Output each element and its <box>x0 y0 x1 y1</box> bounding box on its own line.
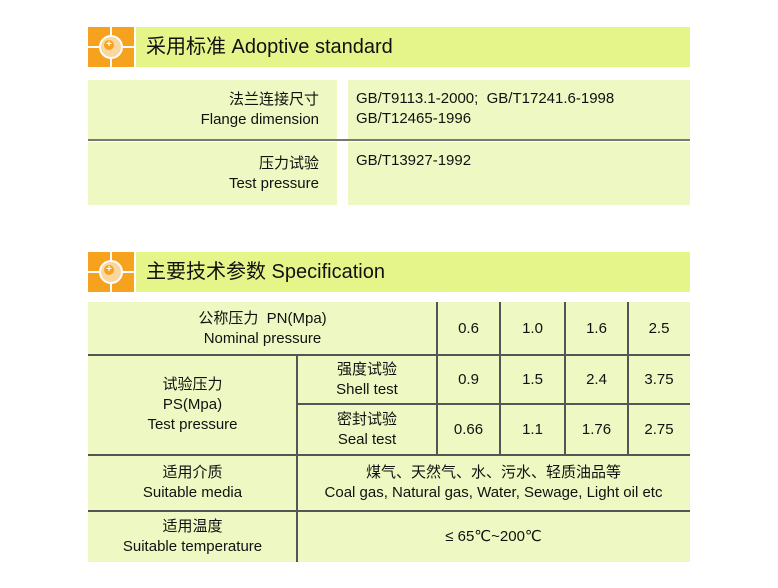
divider <box>499 302 501 455</box>
divider <box>436 302 438 455</box>
section-title: 主要技术参数 Specification <box>136 252 690 292</box>
value-cn: 煤气、天然气、水、污水、轻质油品等 <box>365 464 621 481</box>
label-unit: PS(Mpa) <box>162 396 223 413</box>
label-en: Flange dimension <box>200 111 319 128</box>
section-header-adoptive-standard: + 采用标准 Adoptive standard <box>88 27 690 67</box>
value-cell: 0.9 <box>437 355 500 404</box>
flange-label: 法兰连接尺寸 Flange dimension <box>88 80 337 140</box>
value-cell: 0.6 <box>437 302 500 355</box>
value-cell: 1.0 <box>500 302 565 355</box>
label-cn: 试验压力 <box>162 376 223 393</box>
divider <box>88 454 690 456</box>
section-title: 采用标准 Adoptive standard <box>136 27 690 67</box>
value-cell: 1.5 <box>500 355 565 404</box>
test-pressure-label: 压力试验 Test pressure <box>88 142 337 205</box>
value-cell: 3.75 <box>628 355 690 404</box>
label-cn: 强度试验 <box>336 360 397 378</box>
value-cell: 1.76 <box>565 404 628 455</box>
nominal-pressure-label: 公称压力 PN(Mpa) Nominal pressure <box>88 302 437 355</box>
standard-value: GB/T12465-1996 <box>356 110 472 127</box>
label-en: Suitable temperature <box>122 537 263 555</box>
section-header-specification: + 主要技术参数 Specification <box>88 252 690 292</box>
divider <box>564 302 566 455</box>
value-cell: 2.5 <box>628 302 690 355</box>
label-cn: 公称压力 PN(Mpa) <box>198 309 327 327</box>
label-cn: 密封试验 <box>336 410 397 428</box>
label-cn: 压力试验 <box>258 154 319 172</box>
test-pressure-value: GB/T13927-1992 <box>348 142 690 205</box>
value-en: Coal gas, Natural gas, Water, Sewage, Li… <box>324 484 663 501</box>
divider <box>296 355 298 562</box>
temperature-value: ≤ 65℃~200℃ <box>297 511 690 562</box>
divider <box>627 302 629 455</box>
crosshair-badge-icon: + <box>88 252 134 292</box>
media-value: 煤气、天然气、水、污水、轻质油品等 Coal gas, Natural gas,… <box>297 455 690 511</box>
test-pressure-label: 试验压力 PS(Mpa) Test pressure <box>88 355 297 455</box>
label-en: Suitable media <box>142 484 243 501</box>
value: ≤ 65℃~200℃ <box>445 527 542 545</box>
label-cn: 法兰连接尺寸 <box>228 91 319 108</box>
temperature-label: 适用温度 Suitable temperature <box>88 511 297 562</box>
value-cell: 0.66 <box>437 404 500 455</box>
standard-value: GB/T13927-1992 <box>356 152 472 169</box>
label-cn: 适用介质 <box>162 464 223 481</box>
divider <box>88 139 690 141</box>
seal-test-label: 密封试验 Seal test <box>297 404 437 455</box>
label-en: Seal test <box>337 430 397 448</box>
value-cell: 2.75 <box>628 404 690 455</box>
value-cell: 1.1 <box>500 404 565 455</box>
divider <box>297 403 690 405</box>
label-en: Nominal pressure <box>203 329 322 347</box>
flange-value: GB/T9113.1-2000; GB/T17241.6-1998 GB/T12… <box>348 80 690 140</box>
label-en: Test pressure <box>147 416 238 433</box>
standard-value: GB/T9113.1-2000; GB/T17241.6-1998 <box>356 90 615 107</box>
shell-test-label: 强度试验 Shell test <box>297 355 437 404</box>
label-en: Shell test <box>336 380 398 398</box>
crosshair-badge-icon: + <box>88 27 134 67</box>
divider <box>88 510 690 512</box>
divider <box>88 354 690 356</box>
value-cell: 2.4 <box>565 355 628 404</box>
label-en: Test pressure <box>228 174 319 192</box>
media-label: 适用介质 Suitable media <box>88 455 297 511</box>
label-cn: 适用温度 <box>162 517 223 535</box>
value-cell: 1.6 <box>565 302 628 355</box>
